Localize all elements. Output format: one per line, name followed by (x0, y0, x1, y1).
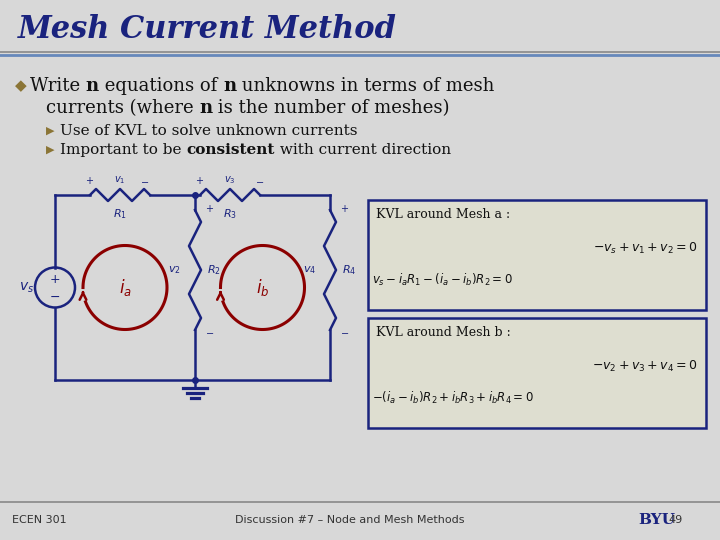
Text: n: n (199, 99, 212, 117)
Text: ▶: ▶ (46, 126, 55, 136)
Text: $R_2$: $R_2$ (207, 263, 221, 277)
Text: BYU: BYU (638, 513, 675, 527)
Text: $v_1$: $v_1$ (114, 174, 126, 186)
FancyBboxPatch shape (368, 200, 706, 310)
Text: $+$: $+$ (205, 202, 214, 213)
Text: $+$: $+$ (196, 175, 204, 186)
Text: $v_2$: $v_2$ (168, 264, 181, 276)
Text: consistent: consistent (186, 143, 275, 157)
Text: $R_3$: $R_3$ (223, 207, 237, 221)
FancyBboxPatch shape (368, 318, 706, 428)
Text: $-$: $-$ (256, 177, 264, 186)
Text: Discussion #7 – Node and Mesh Methods: Discussion #7 – Node and Mesh Methods (235, 515, 464, 525)
Text: Use of KVL to solve unknown currents: Use of KVL to solve unknown currents (60, 124, 358, 138)
Text: $i_a$: $i_a$ (119, 277, 132, 298)
Text: $v_3$: $v_3$ (224, 174, 235, 186)
Text: $-$: $-$ (50, 290, 60, 303)
Text: unknowns in terms of mesh: unknowns in terms of mesh (236, 77, 495, 95)
Text: $v_s$: $v_s$ (19, 280, 35, 295)
Text: ◆: ◆ (15, 78, 27, 93)
Text: $-v_s + v_1 + v_2 = 0$: $-v_s + v_1 + v_2 = 0$ (593, 240, 698, 255)
Text: n: n (223, 77, 236, 95)
Text: ▶: ▶ (46, 145, 55, 155)
Text: $v_4$: $v_4$ (303, 264, 316, 276)
Text: $-v_2 + v_3 + v_4 = 0$: $-v_2 + v_3 + v_4 = 0$ (593, 359, 698, 374)
Text: n: n (86, 77, 99, 95)
Text: Important to be: Important to be (60, 143, 186, 157)
Text: $v_s - i_a R_1 - (i_a - i_b)R_2 = 0$: $v_s - i_a R_1 - (i_a - i_b)R_2 = 0$ (372, 272, 513, 288)
Text: $-$: $-$ (340, 327, 349, 336)
Text: $R_1$: $R_1$ (113, 207, 127, 221)
Text: equations of: equations of (99, 77, 223, 95)
Text: $+$: $+$ (340, 202, 349, 213)
Text: $-$: $-$ (140, 177, 150, 186)
Text: $-(i_a - i_b)R_2 + i_b R_3 + i_b R_4 = 0$: $-(i_a - i_b)R_2 + i_b R_3 + i_b R_4 = 0… (372, 390, 534, 406)
Text: $-$: $-$ (205, 327, 214, 336)
Text: KVL around Mesh a :: KVL around Mesh a : (376, 207, 510, 220)
Text: $R_4$: $R_4$ (342, 263, 356, 277)
Text: 49: 49 (668, 515, 683, 525)
Text: $i_b$: $i_b$ (256, 277, 269, 298)
Text: $+$: $+$ (86, 175, 94, 186)
Text: $+$: $+$ (50, 273, 60, 286)
Text: ECEN 301: ECEN 301 (12, 515, 67, 525)
Text: is the number of meshes): is the number of meshes) (212, 99, 450, 117)
Text: with current direction: with current direction (275, 143, 451, 157)
Text: Write: Write (30, 77, 86, 95)
Text: Mesh Current Method: Mesh Current Method (18, 15, 397, 45)
Text: currents (where: currents (where (46, 99, 199, 117)
Text: KVL around Mesh b :: KVL around Mesh b : (376, 326, 510, 339)
